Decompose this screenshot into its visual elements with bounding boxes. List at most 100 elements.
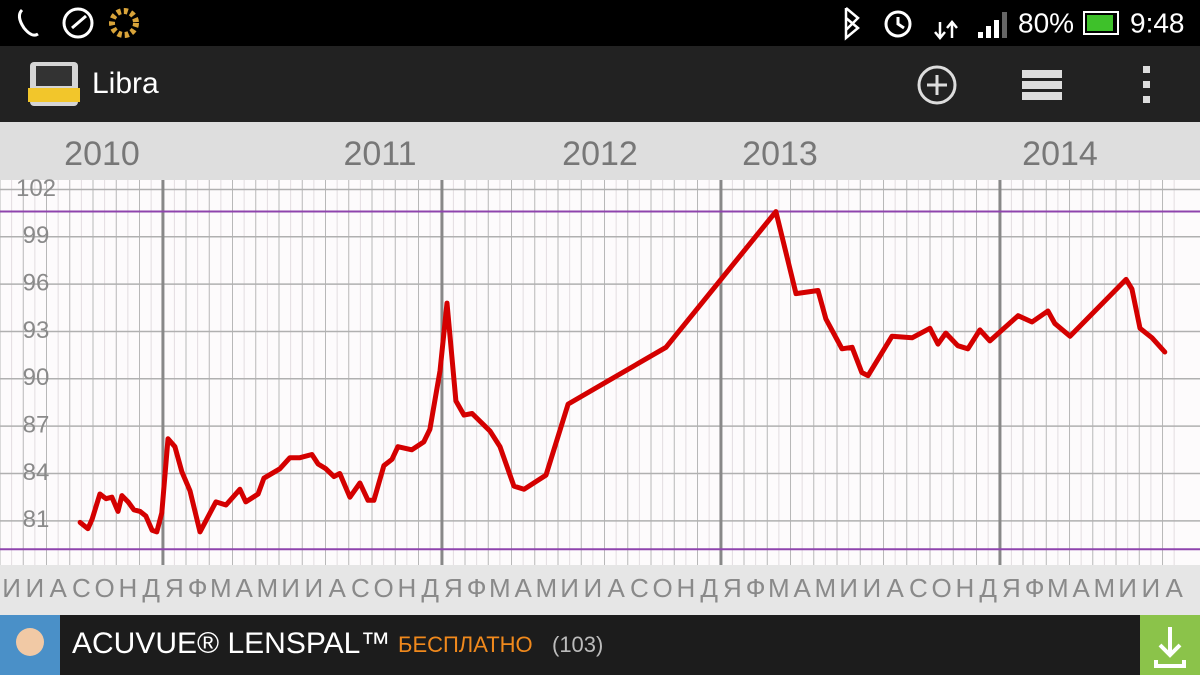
month-label: А (886, 573, 904, 603)
month-label: С (630, 573, 649, 603)
year-label: 2011 (343, 135, 416, 173)
month-label: И (26, 573, 45, 603)
month-label: О (653, 573, 673, 603)
plot-area (0, 180, 1200, 565)
ad-banner[interactable] (0, 615, 1200, 675)
month-label: Д (979, 573, 997, 603)
download-icon (1154, 627, 1186, 668)
year-label: 2014 (1022, 135, 1098, 173)
alarm-icon (884, 10, 912, 38)
month-label: Н (676, 573, 695, 603)
month-label: Н (956, 573, 975, 603)
month-label: М (1094, 573, 1116, 603)
y-tick-label: 90 (23, 364, 50, 391)
month-label: М (489, 573, 511, 603)
ad-price: БЕСПЛАТНО (398, 632, 533, 657)
month-label: Ф (467, 573, 487, 603)
battery-icon (1083, 11, 1119, 35)
y-tick-label: 87 (23, 411, 50, 438)
month-label: М (768, 573, 790, 603)
ad-icon-face (16, 628, 44, 656)
month-label: И (584, 573, 603, 603)
month-label: О (932, 573, 952, 603)
month-label: И (560, 573, 579, 603)
month-label: Н (397, 573, 416, 603)
year-header (0, 122, 1200, 180)
alarm-hands (896, 17, 905, 30)
signal-icon (978, 12, 1007, 38)
month-label: И (2, 573, 21, 603)
month-label: А (793, 573, 811, 603)
month-label: А (49, 573, 67, 603)
month-label: Я (723, 573, 742, 603)
month-label: И (1118, 573, 1137, 603)
app-icon-screen (36, 66, 72, 86)
month-label: С (72, 573, 91, 603)
year-label: 2013 (742, 135, 818, 173)
y-tick-label: 102 (16, 175, 56, 202)
month-label: Д (700, 573, 718, 603)
month-label: Ф (1025, 573, 1045, 603)
overflow-menu[interactable] (1143, 66, 1150, 103)
month-label: Ф (188, 573, 208, 603)
month-label: М (210, 573, 232, 603)
month-label: А (1165, 573, 1183, 603)
signal-bar (1002, 12, 1007, 38)
signal-bar (978, 32, 983, 38)
year-label: 2010 (64, 135, 140, 173)
month-label: И (1142, 573, 1161, 603)
month-label: И (281, 573, 300, 603)
app-title: Libra (92, 67, 159, 100)
month-label: Я (444, 573, 463, 603)
month-label: М (536, 573, 558, 603)
battery-level (1087, 15, 1113, 31)
y-tick-label: 93 (23, 317, 50, 344)
month-label: И (863, 573, 882, 603)
app-icon-ruler (28, 88, 80, 102)
month-label: А (1072, 573, 1090, 603)
y-tick-label: 99 (23, 222, 50, 249)
plot-marks (77, 209, 1168, 535)
month-label: Н (118, 573, 137, 603)
month-label: М (257, 573, 279, 603)
y-tick-label: 96 (23, 269, 50, 296)
year-label: 2012 (562, 135, 638, 173)
ad-title: ACUVUE® LENSPAL™ (72, 627, 390, 660)
month-label: Д (421, 573, 439, 603)
speed-icon (62, 7, 94, 39)
data-icon (934, 20, 958, 40)
month-label: А (514, 573, 532, 603)
month-label: С (909, 573, 928, 603)
y-tick-label: 84 (23, 459, 50, 486)
month-label: М (1047, 573, 1069, 603)
month-label: М (815, 573, 837, 603)
month-label: Д (142, 573, 160, 603)
y-tick-label: 81 (23, 506, 50, 533)
status-bar (0, 0, 1200, 46)
ad-rating-count: (103) (552, 632, 603, 657)
list-button[interactable] (1022, 70, 1062, 100)
month-strip (0, 565, 1200, 615)
month-label: О (374, 573, 394, 603)
speed-needle (71, 14, 87, 30)
month-label: Я (1002, 573, 1021, 603)
phone-icon (17, 8, 39, 37)
weight-line (77, 209, 1168, 535)
month-label: А (235, 573, 253, 603)
month-label: Ф (746, 573, 766, 603)
app-bar (0, 46, 1200, 122)
month-label: А (607, 573, 625, 603)
signal-bar (986, 26, 991, 38)
add-button[interactable] (917, 65, 957, 105)
status-icons (17, 7, 958, 41)
signal-bar (994, 20, 999, 38)
settings-icon (109, 8, 139, 38)
bluetooth-icon (844, 7, 860, 41)
month-label: И (305, 573, 324, 603)
battery-percent: 80% (1018, 7, 1074, 38)
clock: 9:48 (1130, 7, 1185, 38)
month-label: И (839, 573, 858, 603)
